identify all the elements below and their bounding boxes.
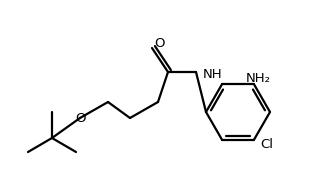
Text: NH₂: NH₂ xyxy=(245,72,270,85)
Text: O: O xyxy=(75,112,85,124)
Text: NH: NH xyxy=(203,69,223,81)
Text: Cl: Cl xyxy=(260,138,273,151)
Text: O: O xyxy=(154,37,164,50)
